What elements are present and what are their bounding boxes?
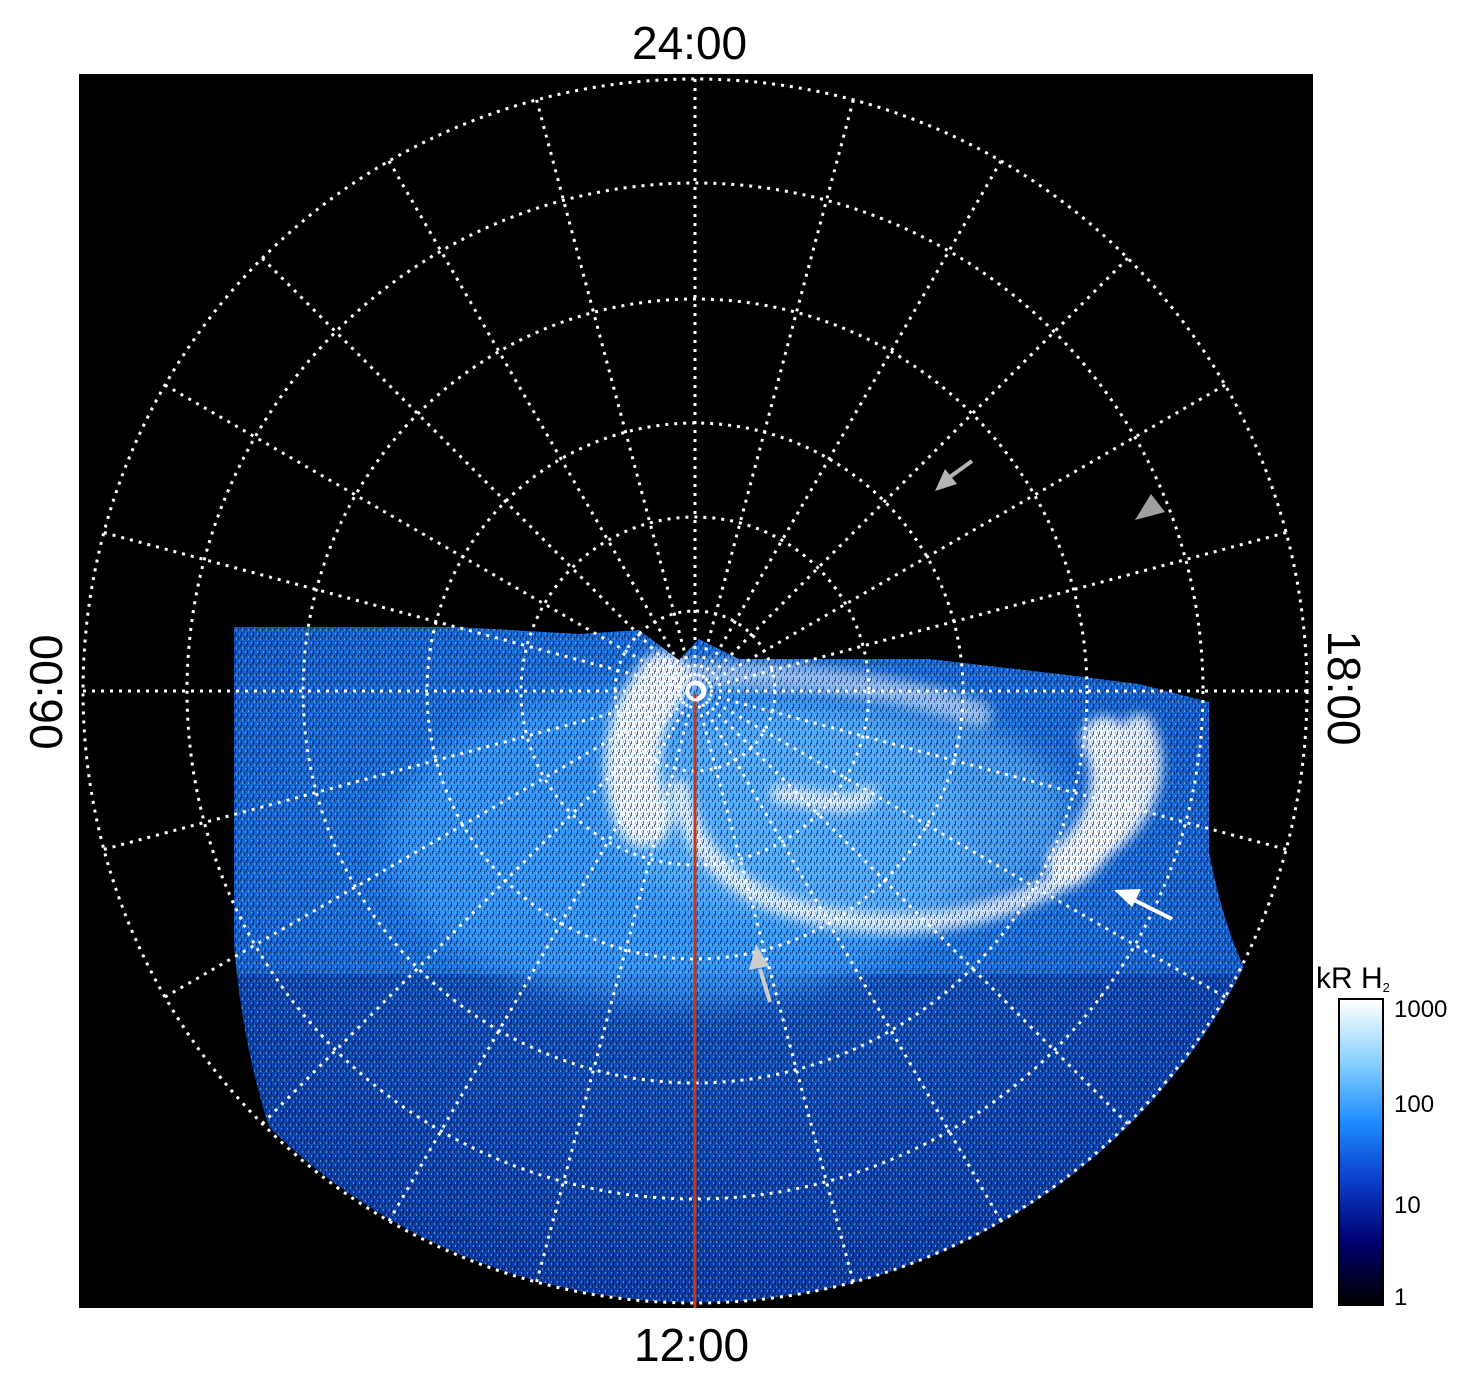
local-time-meridian: [261, 694, 692, 1125]
polar-auroral-image: [79, 74, 1313, 1308]
latitude-circle: [185, 181, 1205, 1201]
colorbar-tick-1: 1: [1394, 1284, 1408, 1311]
local-time-meridian: [696, 160, 1003, 687]
colorbar-tick-100: 100: [1394, 1091, 1435, 1118]
label-dusk: 18:00: [1318, 630, 1370, 746]
local-time-meridian: [699, 692, 1226, 999]
label-noon: 12:00: [634, 1319, 750, 1371]
arrow-icon: [749, 944, 772, 1003]
local-time-meridian: [164, 383, 691, 690]
colorbar-tick-1000: 1000: [1394, 996, 1448, 1023]
local-time-meridian: [700, 531, 1287, 691]
label-midnight: 24:00: [632, 17, 748, 69]
local-time-meridian: [103, 691, 690, 851]
colorbar-title: kR H2: [1316, 962, 1390, 995]
pole-marker-icon: [685, 680, 707, 702]
local-time-meridian: [695, 99, 855, 686]
local-time-meridian: [261, 257, 692, 688]
local-time-meridian: [698, 694, 1129, 1125]
label-dawn: 06:00: [20, 634, 72, 750]
local-time-meridian: [698, 257, 1129, 688]
local-time-meridian: [387, 695, 694, 1222]
local-time-meridian: [103, 531, 690, 691]
arrow-icon: [1114, 889, 1173, 921]
local-time-meridian: [535, 696, 695, 1283]
local-time-meridian: [387, 160, 694, 687]
arrow-icon: [935, 459, 974, 491]
arrow-icon: [1135, 494, 1165, 520]
local-time-meridian: [535, 99, 695, 686]
local-time-meridian: [164, 692, 691, 999]
colorbar: [1338, 998, 1384, 1306]
local-time-meridian: [700, 691, 1287, 851]
colorbar-tick-10: 10: [1394, 1192, 1421, 1219]
local-time-meridian: [695, 696, 855, 1283]
latitude-circle: [519, 515, 871, 867]
latitude-circle: [301, 297, 1089, 1085]
local-time-meridian: [699, 383, 1226, 690]
local-time-meridian: [696, 695, 1003, 1222]
